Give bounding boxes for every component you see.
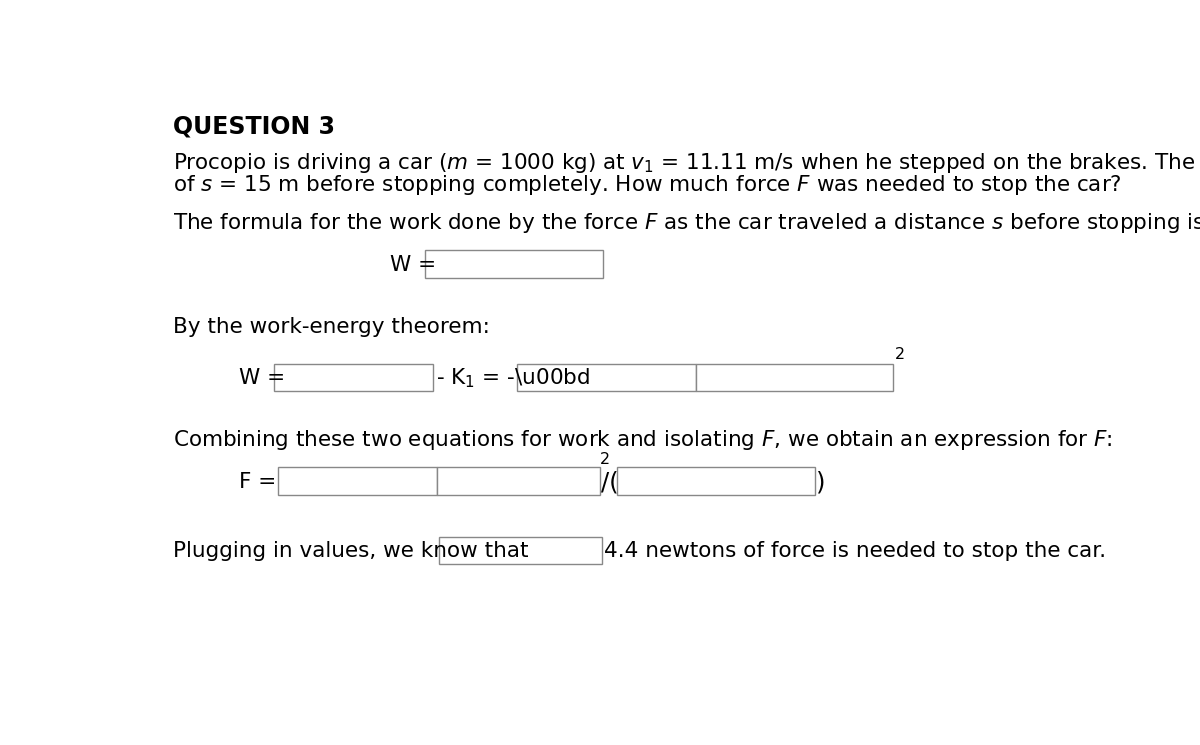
Text: The formula for the work done by the force $F$ as the car traveled a distance $s: The formula for the work done by the for…: [173, 211, 1200, 235]
Text: W =: W =: [239, 368, 286, 388]
Text: of $s$ = 15 m before stopping completely. How much force $F$ was needed to stop : of $s$ = 15 m before stopping completely…: [173, 173, 1122, 197]
Text: 2: 2: [895, 347, 905, 362]
Text: W =: W =: [390, 255, 437, 275]
Bar: [696, 364, 893, 391]
Text: Procopio is driving a car ($m$ = 1000 kg) at $v_1$ = 11.11 m/s when he stepped o: Procopio is driving a car ($m$ = 1000 kg…: [173, 151, 1200, 175]
Bar: [439, 536, 602, 565]
Bar: [278, 467, 437, 495]
Text: F =: F =: [239, 472, 276, 492]
Text: 4.4 newtons of force is needed to stop the car.: 4.4 newtons of force is needed to stop t…: [604, 542, 1106, 562]
Text: Plugging in values, we know that: Plugging in values, we know that: [173, 542, 529, 562]
Bar: [425, 250, 604, 278]
Bar: [437, 467, 600, 495]
Text: - K$_1$ = -\u00bd: - K$_1$ = -\u00bd: [436, 367, 590, 390]
Text: QUESTION 3: QUESTION 3: [173, 114, 335, 138]
Bar: [274, 364, 433, 391]
Text: By the work-energy theorem:: By the work-energy theorem:: [173, 317, 490, 337]
Bar: [517, 364, 696, 391]
Text: /(: /(: [601, 470, 619, 494]
Text: ): ): [816, 470, 826, 494]
Text: 2: 2: [600, 451, 611, 466]
Bar: [617, 467, 815, 495]
Text: Combining these two equations for work and isolating $F$, we obtain an expressio: Combining these two equations for work a…: [173, 428, 1112, 452]
